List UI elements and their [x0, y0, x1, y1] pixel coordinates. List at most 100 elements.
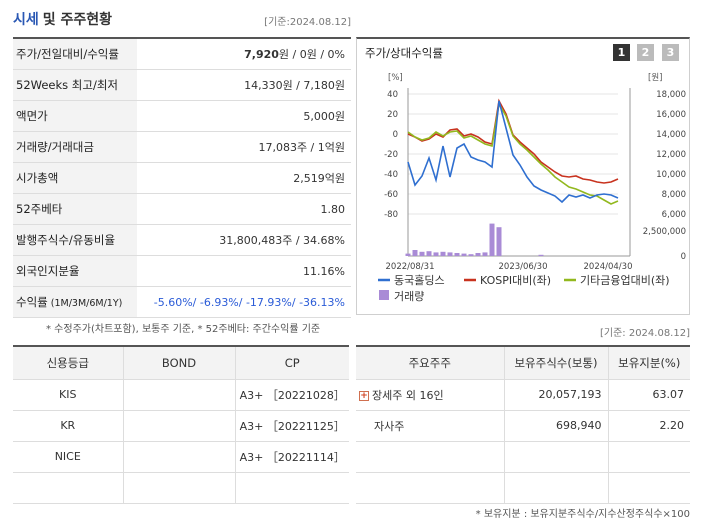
- holder-pct: [608, 472, 690, 504]
- price-row: 시가총액 2,519억원: [13, 162, 351, 194]
- price-label-text: 52Weeks 최고/최저: [16, 77, 118, 92]
- price-row: 52주베타 1.80: [13, 193, 351, 226]
- price-value-text: 11.16%: [303, 264, 345, 278]
- chart-page-1-button[interactable]: 1: [613, 44, 630, 61]
- price-row-value: 1.80: [137, 193, 351, 226]
- legend-swatch: [379, 290, 389, 300]
- credit-row: [13, 472, 349, 504]
- holder-shares: 20,057,193: [504, 379, 609, 411]
- price-value-text: 14,330원 / 7,180원: [244, 78, 345, 92]
- volume-bar: [419, 251, 425, 256]
- holder-name-cell[interactable]: + 장세주 외 16인: [356, 379, 505, 411]
- price-row-value: 31,800,483주 / 34.68%: [137, 224, 351, 257]
- volume-bar: [447, 252, 453, 256]
- credit-row: KIS A3+ ［20221028］: [13, 379, 349, 411]
- legend-label: 동국홀딩스: [394, 274, 445, 287]
- holder-shares: 698,940: [504, 410, 609, 442]
- chart-page-2-button[interactable]: 2: [637, 44, 654, 61]
- holder-header-name: 주요주주: [356, 346, 505, 380]
- right-tick-label: 16,000: [656, 110, 686, 120]
- price-label-text: 액면가: [16, 108, 48, 123]
- major-holders-table: 주요주주 보유주식수(보통) 보유지분(%) + 장세주 외 16인 20,057,…: [356, 345, 690, 504]
- chart-page-3-button[interactable]: 3: [662, 44, 679, 61]
- volume-bar: [412, 250, 418, 256]
- right-tick-label: 6,000: [662, 210, 686, 220]
- volume-bar: [405, 253, 411, 256]
- plus-icon[interactable]: +: [359, 390, 369, 401]
- right-axis-unit: [원]: [648, 73, 662, 83]
- price-row-label: 52Weeks 최고/최저: [13, 69, 137, 101]
- credit-header-rating: 신용등급: [13, 346, 124, 380]
- x-tick-label: 2024/04/30: [584, 262, 633, 272]
- credit-bond: [123, 441, 236, 473]
- price-row: 수익률 (1M/3M/6M/1Y) -5.60%/ -6.93%/ -17.93%/…: [13, 286, 351, 319]
- right-tick-label: 18,000: [656, 90, 686, 100]
- holder-header-shares: 보유주식수(보통): [504, 346, 609, 380]
- holder-pct: 63.07: [608, 379, 690, 411]
- right-tick-label: 14,000: [656, 130, 686, 140]
- credit-cp: A3+ ［20221114］: [235, 441, 349, 473]
- holder-shares: [504, 441, 609, 473]
- credit-bond: [123, 410, 236, 442]
- price-row-value: 5,000원: [137, 100, 351, 132]
- section-subtitle: 및 주주현황: [42, 12, 113, 28]
- price-row-label: 52주베타: [13, 193, 137, 226]
- series-line-0: [407, 100, 619, 204]
- right-tick-label: 12,000: [656, 150, 686, 160]
- credit-cp: [235, 472, 349, 504]
- price-row: 액면가 5,000원: [13, 100, 351, 132]
- left-axis-unit: [%]: [388, 73, 403, 83]
- left-tick-label: 20: [387, 110, 398, 120]
- volume-bar: [475, 253, 481, 256]
- credit-agency: KIS: [13, 379, 124, 411]
- volume-bar: [426, 251, 432, 256]
- price-value-text: 5,000원: [303, 109, 345, 123]
- price-row-label: 수익률 (1M/3M/6M/1Y): [13, 286, 137, 319]
- right-tick-label: 10,000: [656, 170, 686, 180]
- holder-name-cell: [356, 441, 505, 473]
- price-value-text: 원 / 0원 / 0%: [278, 47, 345, 61]
- holder-name: 자사주: [374, 419, 405, 433]
- series-line-1: [407, 98, 619, 184]
- holder-row: 자사주 698,940 2.20: [356, 410, 690, 442]
- credit-cp: A3+ ［20221125］: [235, 410, 349, 442]
- price-row-label: 주가/전일대비/수익률: [13, 38, 137, 70]
- legend-label: 기타금융업대비(좌): [580, 274, 670, 287]
- left-tick-label: 0: [393, 130, 398, 140]
- credit-header-cp: CP: [235, 346, 349, 380]
- price-value-text: 17,083주 / 1억원: [258, 140, 345, 154]
- legend-label: 거래량: [394, 290, 424, 303]
- volume-bar: [468, 254, 474, 256]
- price-row: 거래량/거래대금 17,083주 / 1억원: [13, 131, 351, 163]
- price-table: 주가/전일대비/수익률 7,920원 / 0원 / 0% 52Weeks 최고/최저…: [13, 37, 351, 319]
- x-tick-label: 2022/08/31: [386, 262, 435, 272]
- holder-row: + 장세주 외 16인 20,057,193 63.07: [356, 379, 690, 411]
- left-tick-label: -40: [384, 170, 398, 180]
- holder-pct: [608, 441, 690, 473]
- price-value-text: 31,800,483주 / 34.68%: [219, 234, 345, 248]
- section-title: 시세: [13, 12, 39, 28]
- volume-bar: [496, 227, 502, 256]
- base-date: [기준:2024.08.12]: [264, 17, 351, 28]
- price-row-label: 발행주식수/유동비율: [13, 224, 137, 257]
- volume-tick-label: 2,500,000: [643, 227, 686, 237]
- volume-bar: [489, 223, 495, 256]
- chart-title: 주가/상대수익률: [365, 46, 443, 60]
- credit-rating-table: 신용등급 BOND CP KIS A3+ ［20221028］ KR A3+ ［202…: [13, 345, 349, 504]
- credit-agency: [13, 472, 124, 504]
- holder-header-pct: 보유지분(%): [608, 346, 690, 380]
- price-row: 주가/전일대비/수익률 7,920원 / 0원 / 0%: [13, 38, 351, 70]
- holder-name: 장세주 외 16인: [372, 388, 444, 402]
- series-line-2: [407, 101, 619, 205]
- left-tick-label: 40: [387, 90, 398, 100]
- holder-pct: 2.20: [608, 410, 690, 442]
- price-row-value: 2,519억원: [137, 162, 351, 194]
- price-row-label: 시가총액: [13, 162, 137, 194]
- right-tick-label: 8,000: [662, 190, 686, 200]
- price-value-text: 2,519억원: [293, 171, 345, 185]
- price-row-label: 거래량/거래대금: [13, 131, 137, 163]
- volume-bar: [482, 252, 488, 256]
- x-tick-label: 2023/06/30: [499, 262, 548, 272]
- section-header: 시세 및 주주현황 [기준:2024.08.12]: [13, 9, 351, 31]
- price-label-text: 외국인지분율: [16, 264, 80, 279]
